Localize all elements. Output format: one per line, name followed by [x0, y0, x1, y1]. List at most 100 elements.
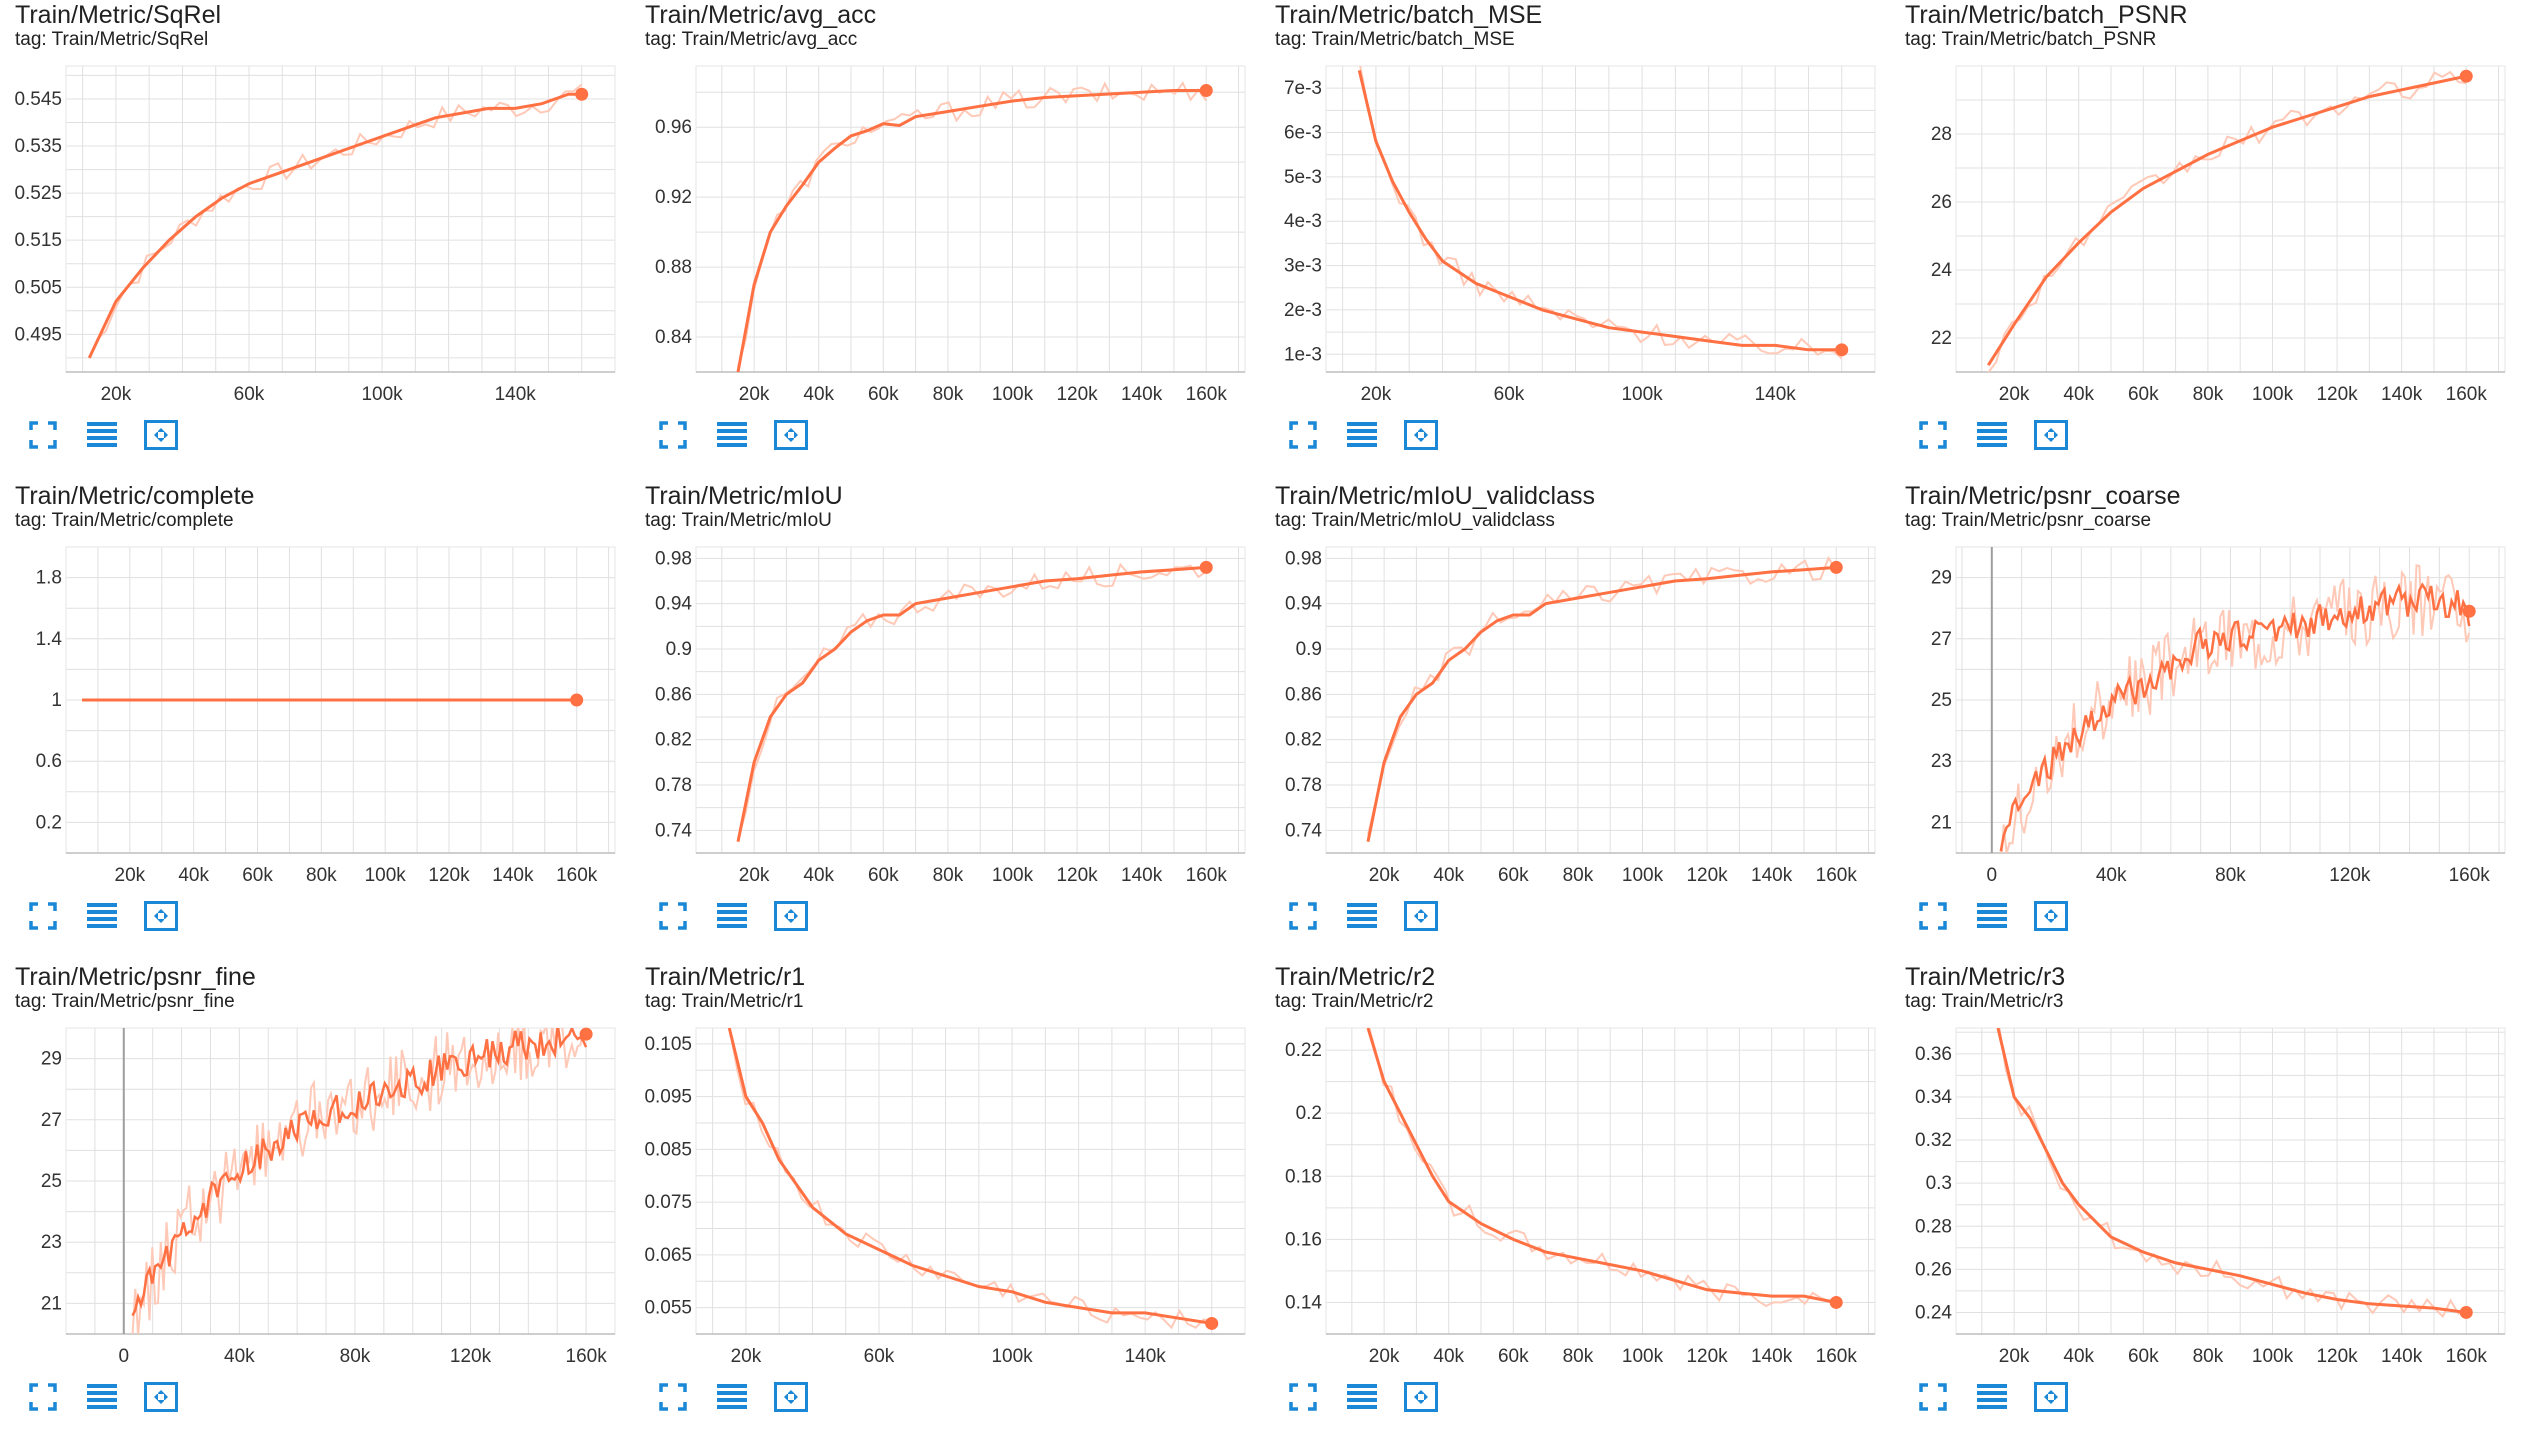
show-data-table-button[interactable]	[715, 418, 749, 452]
chart-tag: tag: Train/Metric/r3	[1905, 991, 2064, 1012]
chart-card-r3: Train/Metric/r3 tag: Train/Metric/r3 20k 40…	[1890, 962, 2510, 1432]
fit-domain-button[interactable]	[774, 899, 808, 933]
data-table-icon	[1977, 1384, 2007, 1409]
show-data-table-button[interactable]	[1975, 1380, 2009, 1414]
chart-card-sqrel: Train/Metric/SqRel tag: Train/Metric/SqRe…	[0, 0, 620, 470]
plot-frame	[65, 65, 616, 373]
line-chart[interactable]: 20k 40k 60k 80k 100k 120k 140k 160k 0.84 0.88 0.92…	[630, 60, 1250, 410]
fullscreen-icon	[29, 1383, 57, 1411]
x-tick-label: 160k	[566, 1346, 608, 1367]
y-tick-label: 0.545	[14, 89, 62, 110]
y-tick-label: 0.32	[1915, 1130, 1952, 1151]
fit-domain-button[interactable]	[144, 899, 178, 933]
chart-tag: tag: Train/Metric/SqRel	[15, 29, 209, 50]
x-tick-label: 60k	[2128, 1346, 2159, 1367]
x-tick-label: 120k	[2316, 384, 2358, 405]
show-data-table-button[interactable]	[1345, 899, 1379, 933]
show-data-table-button[interactable]	[715, 1380, 749, 1414]
chart-card-complete: Train/Metric/complete tag: Train/Metric/c…	[0, 481, 620, 951]
last-point-marker	[2459, 1305, 2473, 1319]
x-tick-label: 100k	[365, 865, 407, 886]
toggle-fullscreen-button[interactable]	[26, 418, 60, 452]
last-point-marker	[2462, 604, 2476, 618]
x-tick-label: 40k	[224, 1346, 255, 1367]
x-tick-label: 20k	[1369, 865, 1400, 886]
line-chart[interactable]: 20k 40k 60k 80k 100k 120k 140k 160k 22 24 26 28	[1890, 60, 2510, 410]
data-table-icon	[87, 903, 117, 928]
toggle-fullscreen-button[interactable]	[26, 1380, 60, 1414]
fullscreen-icon	[1919, 421, 1947, 449]
line-chart[interactable]: 20k 40k 60k 80k 100k 120k 140k 160k 0.24 0.26 0.28…	[1890, 1022, 2510, 1372]
smoothed-series-line	[1996, 1028, 2467, 1314]
show-data-table-button[interactable]	[1345, 1380, 1379, 1414]
y-tick-label: 0.18	[1285, 1166, 1322, 1187]
x-tick-label: 40k	[803, 865, 834, 886]
fit-domain-icon	[2034, 420, 2068, 450]
fit-domain-button[interactable]	[1404, 899, 1438, 933]
y-tick-label: 3e-3	[1284, 256, 1322, 277]
y-tick-label: 24	[1931, 260, 1953, 281]
fit-domain-button[interactable]	[144, 418, 178, 452]
smoothed-series-line	[736, 89, 1207, 372]
toggle-fullscreen-button[interactable]	[1916, 899, 1950, 933]
fit-domain-button[interactable]	[774, 418, 808, 452]
show-data-table-button[interactable]	[85, 1380, 119, 1414]
toggle-fullscreen-button[interactable]	[1286, 418, 1320, 452]
line-chart[interactable]: 20k 60k 100k 140k 0.495 0.505 0.515 0.525 0.535 0…	[0, 60, 620, 410]
toggle-fullscreen-button[interactable]	[1916, 418, 1950, 452]
show-data-table-button[interactable]	[715, 899, 749, 933]
toggle-fullscreen-button[interactable]	[1286, 899, 1320, 933]
x-tick-label: 160k	[2446, 384, 2488, 405]
fullscreen-icon	[1289, 1383, 1317, 1411]
fit-domain-button[interactable]	[1404, 418, 1438, 452]
toggle-fullscreen-button[interactable]	[1916, 1380, 1950, 1414]
show-data-table-button[interactable]	[1975, 899, 2009, 933]
y-tick-label: 0.9	[1296, 639, 1322, 660]
line-chart[interactable]: 20k 40k 60k 80k 100k 120k 140k 160k 0.74 0.78 0.82…	[630, 541, 1250, 891]
smoothed-series-line	[1999, 582, 2471, 852]
data-table-icon	[1347, 422, 1377, 447]
line-chart[interactable]: 0 40k 80k 120k 160k 21 23 25 27 29	[0, 1022, 620, 1372]
chart-title: Train/Metric/batch_MSE	[1275, 1, 1543, 29]
fullscreen-icon	[1289, 902, 1317, 930]
y-tick-label: 0.525	[14, 183, 62, 204]
fit-domain-button[interactable]	[2034, 418, 2068, 452]
line-chart[interactable]: 0 40k 80k 120k 160k 21 23 25 27 29	[1890, 541, 2510, 891]
toggle-fullscreen-button[interactable]	[1286, 1380, 1320, 1414]
toggle-fullscreen-button[interactable]	[656, 1380, 690, 1414]
chart-card-miou-validclass: Train/Metric/mIoU_validclass tag: Train/M…	[1260, 481, 1880, 951]
x-tick-label: 20k	[101, 384, 132, 405]
line-chart[interactable]: 20k 40k 60k 80k 100k 120k 140k 160k 0.74 0.78 0.82…	[1260, 541, 1880, 891]
x-tick-label: 100k	[2252, 1346, 2294, 1367]
x-tick-label: 100k	[991, 1346, 1033, 1367]
x-tick-label: 80k	[933, 384, 964, 405]
show-data-table-button[interactable]	[85, 418, 119, 452]
chart-card-r2: Train/Metric/r2 tag: Train/Metric/r2 20k 40…	[1260, 962, 1880, 1432]
chart-card-batch-psnr: Train/Metric/batch_PSNR tag: Train/Metric…	[1890, 0, 2510, 470]
show-data-table-button[interactable]	[1975, 418, 2009, 452]
toggle-fullscreen-button[interactable]	[26, 899, 60, 933]
x-tick-label: 60k	[2128, 384, 2159, 405]
fullscreen-icon	[1289, 421, 1317, 449]
y-tick-label: 6e-3	[1284, 123, 1322, 144]
y-tick-label: 0.9	[666, 639, 692, 660]
show-data-table-button[interactable]	[1345, 418, 1379, 452]
x-tick-label: 160k	[1816, 865, 1858, 886]
toggle-fullscreen-button[interactable]	[656, 899, 690, 933]
chart-title: Train/Metric/complete	[15, 482, 255, 510]
x-tick-label: 20k	[731, 1346, 762, 1367]
show-data-table-button[interactable]	[85, 899, 119, 933]
y-tick-label: 0.24	[1915, 1302, 1952, 1323]
line-chart[interactable]: 20k 60k 100k 140k 0.055 0.065 0.075 0.085 0.095 0…	[630, 1022, 1250, 1372]
fit-domain-button[interactable]	[2034, 899, 2068, 933]
line-chart[interactable]: 20k 40k 60k 80k 100k 120k 140k 160k 0.2 0.6 1 1.4 1.…	[0, 541, 620, 891]
line-chart[interactable]: 20k 40k 60k 80k 100k 120k 140k 160k 0.14 0.16 0.18…	[1260, 1022, 1880, 1372]
line-chart[interactable]: 20k 60k 100k 140k 1e-3 2e-3 3e-3 4e-3 5e-3 6e-3 7e…	[1260, 60, 1880, 410]
x-tick-label: 20k	[1999, 384, 2030, 405]
toggle-fullscreen-button[interactable]	[656, 418, 690, 452]
fullscreen-icon	[659, 902, 687, 930]
x-tick-label: 20k	[1361, 384, 1392, 405]
x-tick-label: 160k	[1816, 1346, 1858, 1367]
x-tick-label: 140k	[1751, 1346, 1793, 1367]
chart-card-avg-acc: Train/Metric/avg_acc tag: Train/Metric/av…	[630, 0, 1250, 470]
